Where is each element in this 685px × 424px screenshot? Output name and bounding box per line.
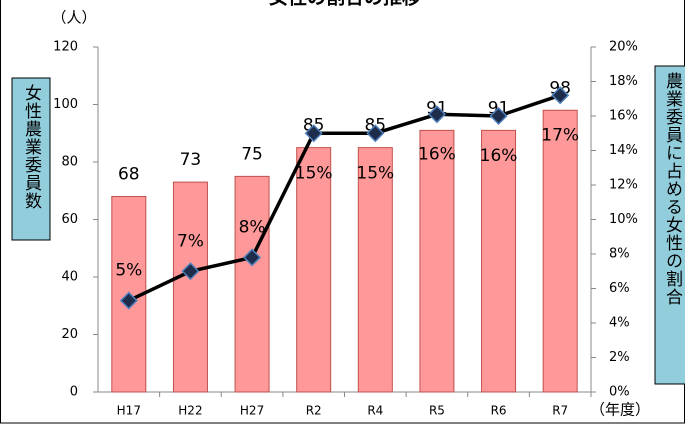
x-tick-label: R2 xyxy=(306,404,322,418)
x-tick-label: R6 xyxy=(491,404,507,418)
line-marker xyxy=(243,248,262,267)
x-tick-label: H27 xyxy=(240,404,264,418)
chart-title: 女性の割合の推移 xyxy=(269,0,421,9)
line-marker xyxy=(304,124,323,143)
y-tick-label: 0 xyxy=(70,385,78,400)
y-tick-label: 120 xyxy=(53,40,78,55)
y-label-box xyxy=(11,77,51,241)
line-label: 8% xyxy=(239,217,266,237)
line xyxy=(128,93,561,303)
x-tick-label: R4 xyxy=(367,404,383,418)
line-marker xyxy=(551,86,570,105)
y2-tick-label: 8% xyxy=(609,247,630,262)
y2-tick-label: 18% xyxy=(609,74,638,89)
y2-tick-label: 4% xyxy=(609,316,630,331)
y-tick-label: 40 xyxy=(61,270,78,285)
y-tick-label: 60 xyxy=(61,212,78,227)
line-marker xyxy=(119,291,138,310)
line-marker xyxy=(366,124,385,143)
line-marker xyxy=(489,106,508,126)
y-tick-label: 20 xyxy=(61,327,78,342)
bar xyxy=(357,147,393,393)
x-tick-label: R7 xyxy=(552,404,568,418)
y2-tick-label: 16% xyxy=(609,109,638,124)
bar xyxy=(542,109,578,393)
y2-tick-label: 6% xyxy=(609,281,630,296)
bar-label: 75 xyxy=(241,144,263,164)
y-tick-label: 80 xyxy=(61,155,78,170)
y-label: 女性農業委員数 xyxy=(21,84,42,210)
line-label: 16% xyxy=(480,146,518,166)
bar xyxy=(234,175,270,393)
line-marker xyxy=(427,105,446,124)
bar xyxy=(296,147,332,393)
y2-tick-label: 20% xyxy=(609,40,638,55)
line-label: 15% xyxy=(295,163,333,183)
line-marker xyxy=(181,262,200,281)
y2-tick-label: 10% xyxy=(609,212,638,227)
y2-tick-label: 2% xyxy=(609,350,630,365)
y-tick-label: 100 xyxy=(53,97,78,112)
y2-tick-label: 14% xyxy=(609,143,638,158)
bar-label: 68 xyxy=(118,165,140,185)
line-label: 17% xyxy=(541,125,579,145)
x-tick-label: H22 xyxy=(178,404,202,418)
y2-label-box xyxy=(654,65,685,385)
bar-label: 73 xyxy=(180,150,202,170)
y2-tick-label: 0% xyxy=(609,385,630,400)
x-tick-label: H17 xyxy=(117,404,141,418)
x-unit: （年度） xyxy=(590,401,650,419)
x-tick-label: R5 xyxy=(429,404,445,418)
y2-tick-label: 12% xyxy=(609,178,638,193)
bar xyxy=(172,181,208,393)
line-label: 5% xyxy=(115,261,142,281)
line-label: 16% xyxy=(418,144,456,164)
y-unit: （人） xyxy=(51,9,96,27)
bar xyxy=(481,129,517,393)
line-label: 15% xyxy=(356,163,394,183)
line-label: 7% xyxy=(177,231,204,251)
y2-label: 農業委員に占める女性の割合 xyxy=(662,72,683,306)
bar xyxy=(419,129,455,393)
